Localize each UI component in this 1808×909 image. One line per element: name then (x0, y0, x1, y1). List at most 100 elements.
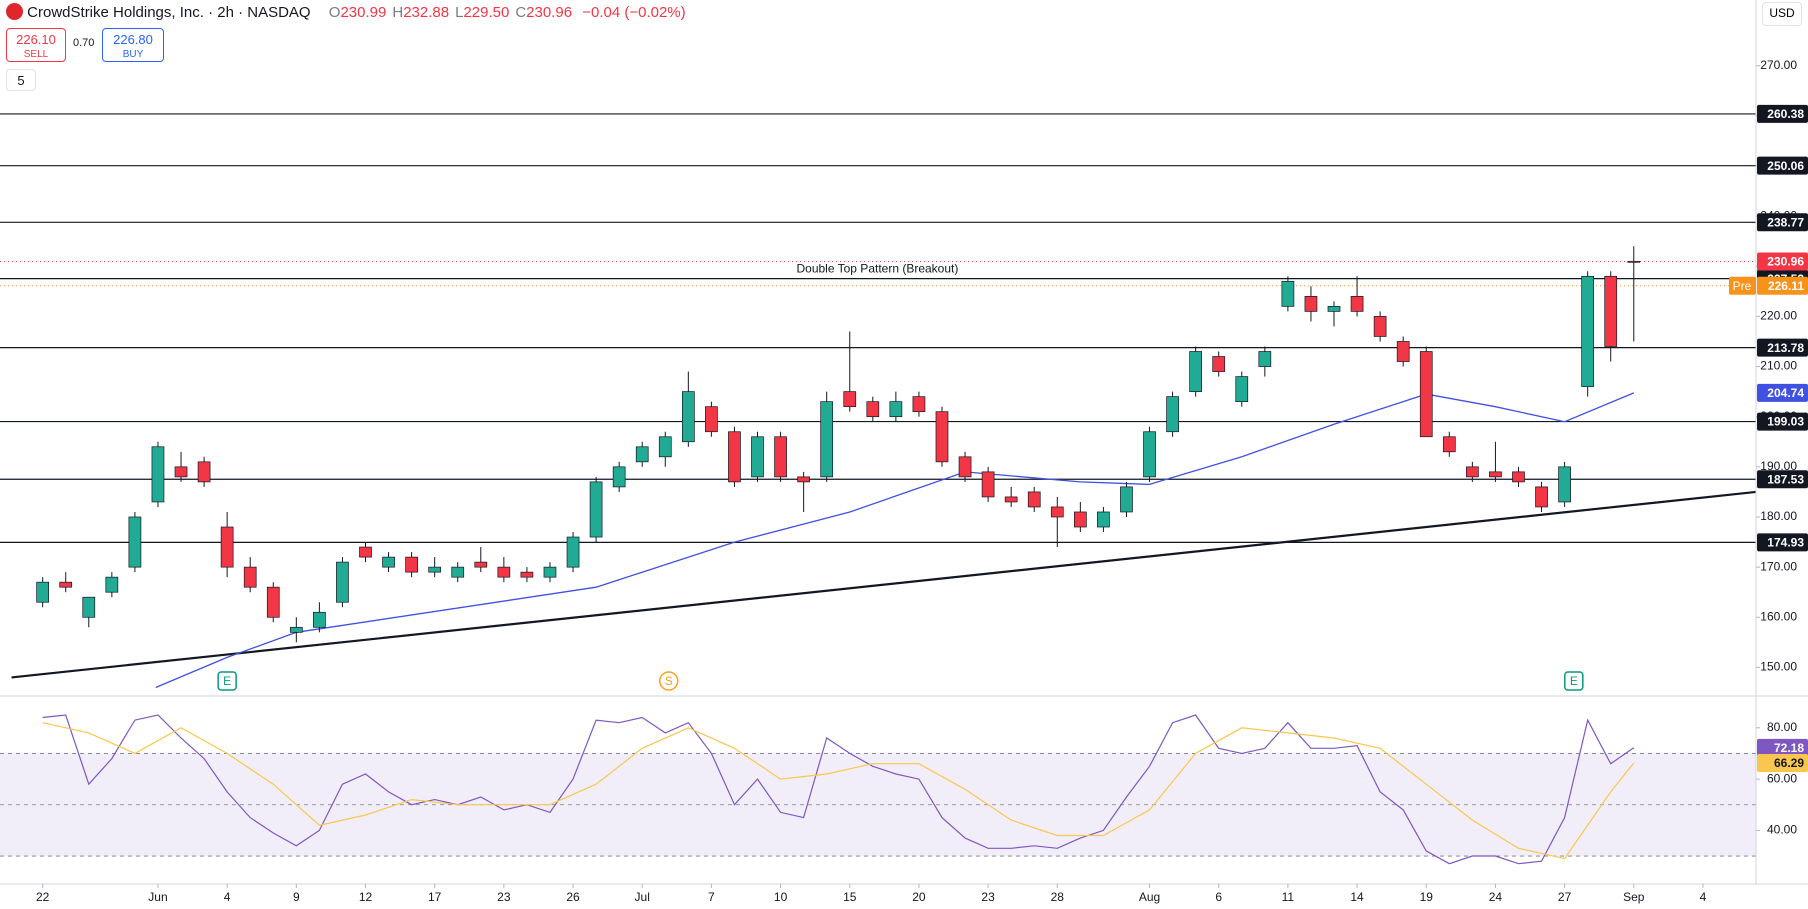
x-tick-label: 12 (359, 890, 373, 904)
level-tag-bg (1757, 156, 1808, 175)
y-tick-label: 160.00 (1760, 609, 1797, 623)
candle-body (1073, 511, 1087, 528)
x-tick-label: Jun (148, 890, 167, 904)
level-tag: 187.53 (1767, 472, 1804, 486)
logo (6, 3, 23, 20)
candle-body (1350, 296, 1364, 312)
x-tick-label: 22 (36, 890, 50, 904)
sell-price: 226.10 (16, 32, 56, 47)
candle-body (1396, 341, 1410, 362)
candle-body (105, 576, 119, 593)
x-tick-label: 14 (1350, 890, 1364, 904)
candle-body (935, 411, 949, 463)
candle-body (428, 566, 442, 573)
level-tag: 199.03 (1767, 415, 1804, 429)
level-tag-bg (1757, 213, 1808, 232)
candle-body (912, 396, 926, 413)
candle-body (1627, 260, 1641, 263)
candle-body (405, 556, 418, 573)
candle-body (1143, 431, 1156, 478)
candle-body (336, 561, 349, 603)
candle-body (1027, 491, 1041, 508)
y-tick-label: 40.00 (1767, 823, 1797, 837)
x-tick-label: 6 (1215, 890, 1222, 904)
y-tick-label: 170.00 (1760, 559, 1797, 573)
x-tick-label: 23 (497, 890, 511, 904)
x-tick-label: Jul (635, 890, 650, 904)
quote-value: 230.99 (340, 4, 387, 21)
buy-button[interactable]: 226.80 BUY (102, 28, 164, 62)
candle-body (797, 476, 810, 483)
quote-label: H (392, 4, 404, 21)
candle-body (82, 596, 96, 618)
rsi-tag-bg (1757, 738, 1808, 757)
x-tick-label: 17 (428, 890, 442, 904)
candle-body (1189, 351, 1202, 392)
candle-body (1304, 296, 1318, 312)
x-tick-label: 19 (1420, 890, 1434, 904)
candle-body (843, 391, 857, 408)
candle-body (197, 461, 211, 483)
candle-body (313, 611, 326, 628)
candle-body (1604, 275, 1618, 347)
candle-body (774, 436, 787, 478)
last-price-tag: 230.96 (1767, 255, 1804, 269)
candle-body (820, 401, 834, 478)
rsi-band (0, 753, 1756, 857)
y-tick-label: 190.00 (1760, 459, 1797, 473)
event-marker (217, 671, 237, 691)
candle-body (543, 566, 557, 578)
level-tag-bg (1757, 470, 1808, 489)
candle-body (635, 446, 649, 463)
rsi-signal-tag-bg (1757, 753, 1808, 772)
candle-body (1535, 486, 1548, 508)
change: −0.04 (−0.02%) (582, 4, 686, 21)
candle-body (1004, 496, 1018, 503)
spread: 0.70 (73, 37, 95, 49)
candle-body (728, 431, 741, 483)
quote-value: 230.96 (526, 4, 573, 21)
indicators-toggle[interactable]: 5 (6, 69, 36, 91)
candle-body (289, 626, 303, 633)
candle-body (566, 536, 580, 568)
candle-body (705, 406, 718, 433)
candle-body (451, 566, 465, 578)
candle-body (520, 571, 534, 578)
candle-body (382, 556, 395, 568)
candle-body (866, 401, 880, 418)
candle-body (474, 561, 488, 568)
x-tick-label: 4 (1700, 890, 1707, 904)
candle-body (1466, 466, 1479, 478)
candle-body (243, 566, 257, 588)
x-tick-label: 28 (1051, 890, 1065, 904)
rsi-line (42, 714, 1635, 865)
candle-body (958, 456, 972, 478)
buy-price: 226.80 (113, 32, 153, 47)
candle-body (1419, 351, 1433, 438)
candle-body (1120, 486, 1133, 513)
quote: O230.99 H232.88 L229.50 C230.96 (329, 4, 578, 21)
x-tick-label: 7 (708, 890, 715, 904)
level-tag: 213.78 (1767, 341, 1804, 355)
ma-tag: 204.74 (1767, 386, 1804, 400)
x-tick-label: 15 (843, 890, 857, 904)
candle-body (589, 481, 603, 538)
rsi-pane (0, 714, 1756, 865)
candle-body (266, 586, 280, 618)
candle-body (1327, 306, 1341, 312)
candle-body (1050, 506, 1064, 518)
candle-body (220, 526, 234, 568)
currency-button[interactable]: USD (1762, 2, 1802, 26)
y-tick-label: 220.00 (1760, 309, 1797, 323)
header: CrowdStrike Holdings, Inc. · 2h · NASDAQ… (6, 3, 686, 21)
currency: USD (1769, 6, 1795, 20)
x-tick-label: 9 (293, 890, 300, 904)
candle-body (612, 466, 626, 488)
sell-button[interactable]: 226.10 SELL (6, 28, 66, 62)
x-tick-label: 23 (981, 890, 995, 904)
y-tick-label: 180.00 (1760, 509, 1797, 523)
x-tick-label: Sep (1623, 890, 1645, 904)
level-tag-bg (1757, 412, 1808, 431)
x-tick-label: Aug (1139, 890, 1160, 904)
